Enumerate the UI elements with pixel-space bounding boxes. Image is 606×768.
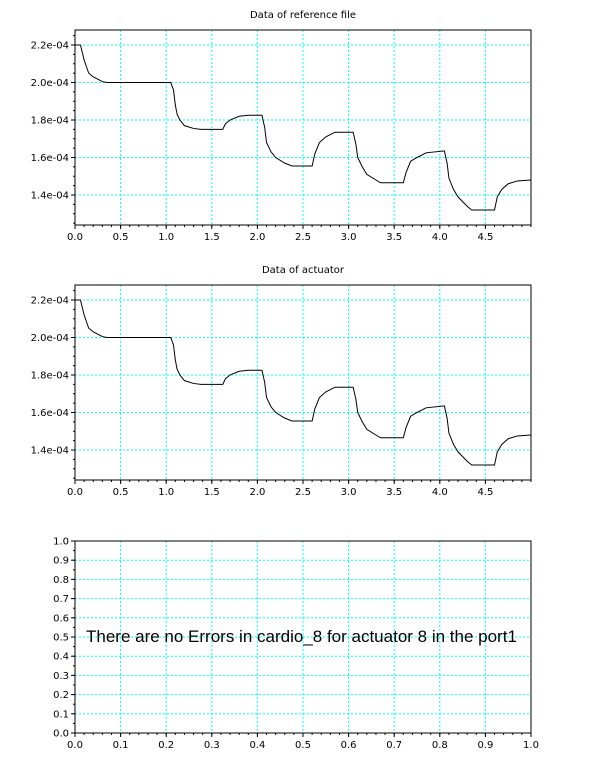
y-tick-label: 0.7	[53, 594, 69, 605]
x-tick-label: 1.0	[158, 232, 174, 243]
y-tick-label: 2.2e-04	[31, 41, 69, 52]
x-tick-label: 0.0	[67, 232, 83, 243]
no-errors-message: There are no Errors in cardio_8 for actu…	[86, 627, 517, 646]
y-tick-label: 0.9	[53, 556, 69, 567]
x-tick-label: 0.9	[477, 740, 493, 751]
x-tick-label: 2.5	[295, 232, 311, 243]
y-tick-label: 1.8e-04	[31, 371, 69, 382]
y-tick-label: 0.1	[53, 709, 69, 720]
x-tick-label: 0.8	[432, 740, 448, 751]
chart-reference-file: Data of reference file 0.0 0.5 1.0 1.5 2.0 2.5…	[31, 10, 532, 243]
chart-title: Data of actuator	[262, 265, 345, 276]
x-tick-label: 0.5	[295, 740, 311, 751]
y-tick-label: 1.4e-04	[31, 446, 69, 457]
y-tick-label: 1.6e-04	[31, 153, 69, 164]
x-tick-label: 4.0	[432, 487, 448, 498]
x-tick-label: 3.0	[341, 232, 357, 243]
x-tick-label: 2.0	[249, 487, 265, 498]
x-tick-label: 4.5	[477, 487, 493, 498]
x-tick-label: 0.5	[113, 232, 129, 243]
x-tick-label: 2.5	[295, 487, 311, 498]
y-tick-label: 0.6	[53, 613, 69, 624]
chart-title: Data of reference file	[250, 10, 356, 21]
x-tick-label: 0.0	[67, 740, 83, 751]
chart-actuator: Data of actuator 0.0 0.5 1.0 1.5 2.0 2.5 3.0 3.5…	[31, 265, 532, 498]
x-tick-label: 0.3	[204, 740, 220, 751]
y-tick-label: 0.0	[53, 729, 69, 740]
y-tick-label: 1.0	[53, 537, 69, 548]
x-tick-label: 3.5	[386, 232, 402, 243]
chart-errors: 0.0 0.1 0.2 0.3 0.4 0.5 0.6 0.7 0.8 0.9 1.0 0.0 0.1 0…	[53, 537, 539, 752]
x-tick-label: 1.0	[158, 487, 174, 498]
x-tick-label: 0.1	[113, 740, 129, 751]
x-tick-label: 2.0	[249, 232, 265, 243]
x-tick-label: 3.0	[341, 487, 357, 498]
x-tick-label: 0.2	[158, 740, 174, 751]
x-tick-label: 0.4	[249, 740, 265, 751]
x-tick-label: 1.0	[523, 740, 539, 751]
y-tick-label: 0.3	[53, 671, 69, 682]
y-tick-label: 1.4e-04	[31, 191, 69, 202]
x-tick-label: 3.5	[386, 487, 402, 498]
x-tick-label: 0.7	[386, 740, 402, 751]
y-tick-label: 2.0e-04	[31, 78, 69, 89]
y-tick-label: 0.5	[53, 633, 69, 644]
y-tick-label: 0.8	[53, 575, 69, 586]
y-tick-label: 0.4	[53, 652, 69, 663]
y-tick-label: 2.2e-04	[31, 296, 69, 307]
x-tick-label: 0.6	[341, 740, 357, 751]
y-tick-label: 2.0e-04	[31, 333, 69, 344]
x-tick-label: 1.5	[204, 487, 220, 498]
x-tick-label: 1.5	[204, 232, 220, 243]
y-tick-label: 1.6e-04	[31, 408, 69, 419]
series-line	[75, 299, 532, 466]
x-tick-label: 4.0	[432, 232, 448, 243]
y-tick-label: 1.8e-04	[31, 116, 69, 127]
series-line	[75, 44, 532, 211]
x-tick-label: 0.5	[113, 487, 129, 498]
y-tick-label: 0.2	[53, 690, 69, 701]
x-tick-label: 4.5	[477, 232, 493, 243]
x-tick-label: 0.0	[67, 487, 83, 498]
